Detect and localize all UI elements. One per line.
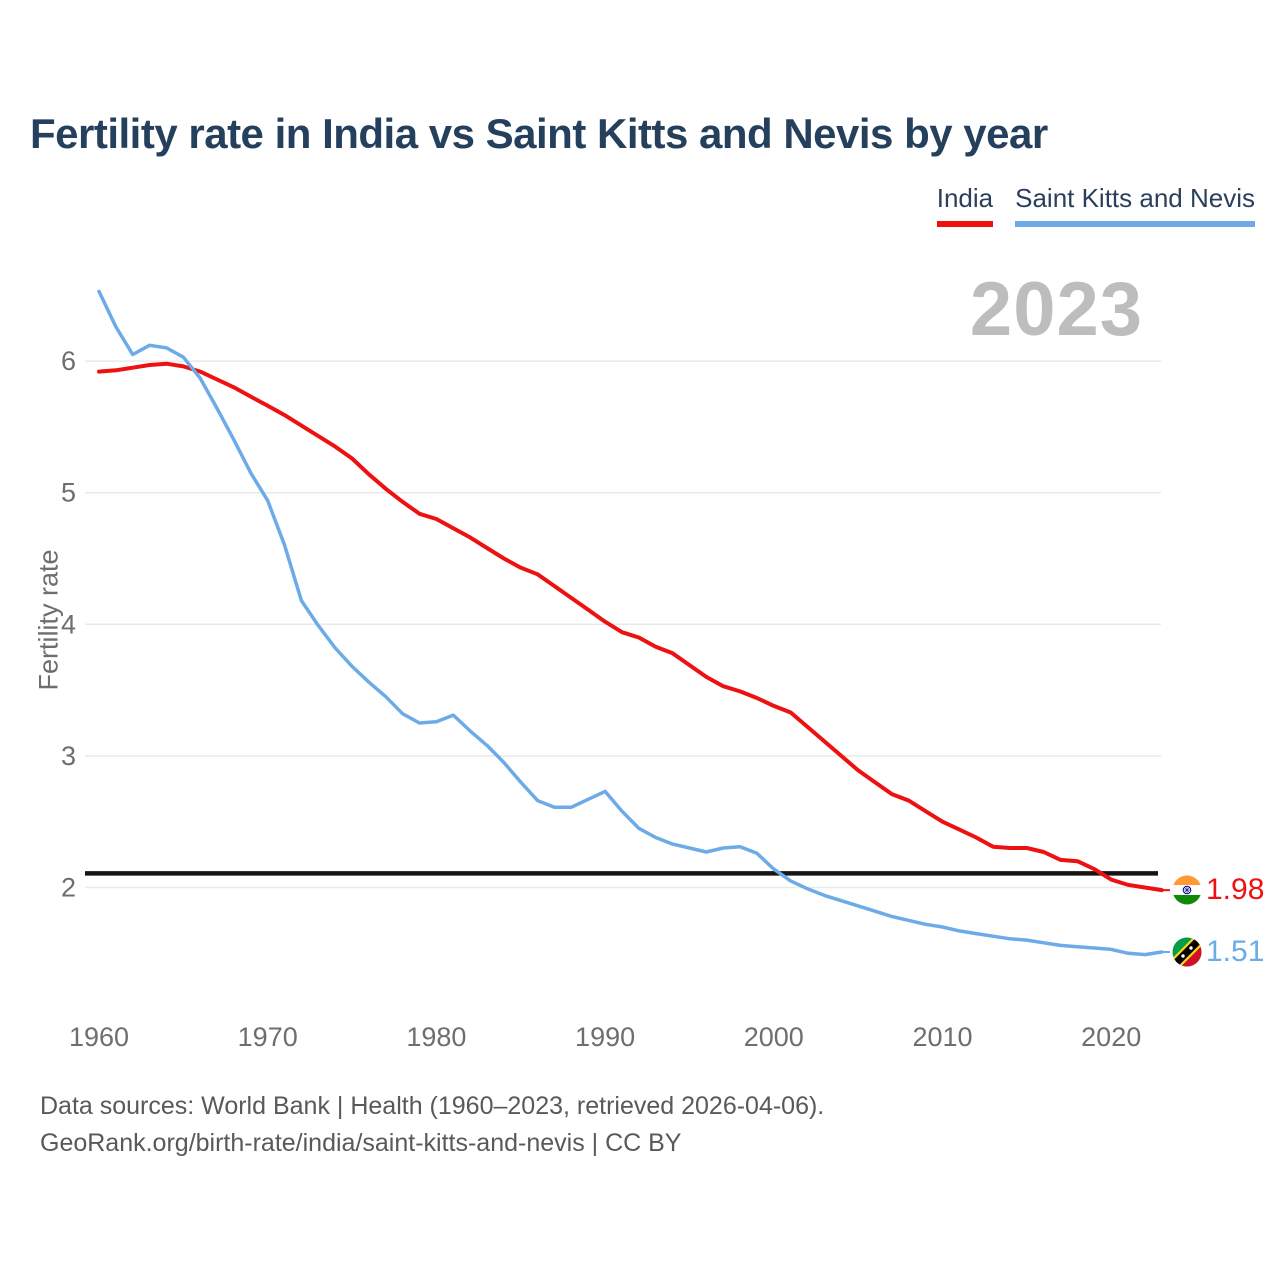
india-end-value: 1.98 <box>1206 873 1265 907</box>
x-tick-label: 1970 <box>238 1022 298 1052</box>
x-tick-label: 2020 <box>1081 1022 1141 1052</box>
watermark-year: 2023 <box>969 267 1143 352</box>
india-flag-icon <box>1172 875 1202 905</box>
y-tick-label: 6 <box>61 346 76 376</box>
legend-item-saint-kitts-and-nevis[interactable]: Saint Kitts and Nevis <box>1015 183 1255 227</box>
y-tick-label: 2 <box>61 873 76 903</box>
saint-kitts-and-nevis-end-value: 1.51 <box>1206 934 1265 968</box>
x-tick-label: 2010 <box>912 1022 972 1052</box>
page-title: Fertility rate in India vs Saint Kitts a… <box>30 110 1048 157</box>
saint-kitts-and-nevis-flag-icon <box>1172 937 1202 967</box>
georank-url-line: GeoRank.org/birth-rate/india/saint-kitts… <box>40 1129 682 1157</box>
y-tick-label: 5 <box>61 478 76 508</box>
x-tick-label: 1980 <box>406 1022 466 1052</box>
x-tick-label: 1960 <box>69 1022 129 1052</box>
data-sources-line: Data sources: World Bank | Health (1960–… <box>40 1092 825 1120</box>
source-attribution: Data sources: World Bank | Health (1960–… <box>40 1088 824 1162</box>
x-tick-label: 2000 <box>744 1022 804 1052</box>
legend-item-india[interactable]: India <box>936 183 994 227</box>
y-tick-label: 3 <box>61 741 76 771</box>
x-tick-label: 1990 <box>575 1022 635 1052</box>
legend: India Saint Kitts and Nevis <box>936 183 1255 227</box>
series-line-india <box>97 361 1164 893</box>
y-tick-label: 4 <box>61 609 76 639</box>
series-line-saint-kitts-and-nevis <box>97 289 1164 957</box>
